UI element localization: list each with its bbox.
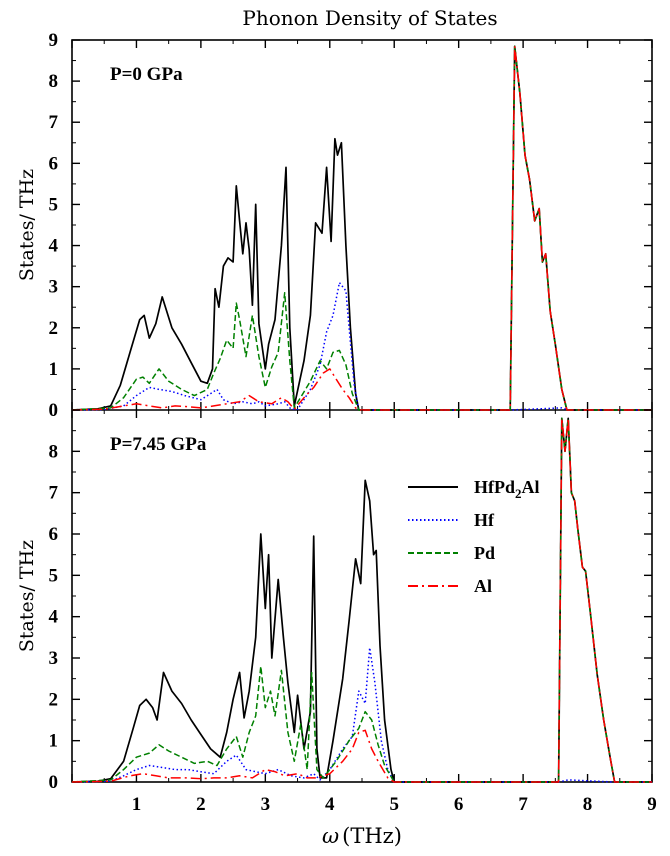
series-line-al [71,417,652,783]
x-tick-label: 1 [132,794,142,815]
y-tick-label: 1 [49,359,59,380]
y-tick-label: 3 [49,648,59,669]
chart-title: Phonon Density of States [242,6,497,30]
x-tick-label: 9 [647,794,657,815]
y-tick-label: 0 [49,772,59,793]
series-line-hfpd2al [71,417,652,783]
legend-label-al: Al [474,576,492,596]
y-tick-label: 7 [49,112,59,133]
legend-label-hfpd2al: HfPd2Al [474,477,540,501]
y-tick-label: 4 [49,607,59,628]
y-tick-label: 6 [49,153,59,174]
y-tick-label: 2 [49,318,59,339]
y-tick-label: 6 [49,524,59,545]
x-axis-unit: (THz) [342,824,402,848]
y-tick-label: 1 [49,731,59,752]
y-tick-label: 7 [49,483,59,504]
panel-pressure-label: P=0 GPa [110,64,183,85]
series-line-hf [71,281,652,411]
y-tick-label: 8 [49,441,59,462]
legend: HfPd2Al Hf Pd Al [408,477,540,596]
x-tick-label: 5 [389,794,399,815]
y-tick-label: 4 [49,236,59,257]
x-axis-label: ω (THz) [322,824,402,848]
y-tick-label: 2 [49,689,59,710]
panel-2: 0 1 2 3 4 5 6 7 8 P=7.45 GPa States/ THz [16,409,653,793]
series-line-al [71,45,652,411]
x-tick-label: 2 [196,794,206,815]
series-line-pd [71,417,652,783]
y-tick-label: 9 [49,30,59,51]
x-tick-label: 4 [325,794,335,815]
series-line-pd [71,45,652,411]
x-tick-label: 3 [261,794,271,815]
y-tick-label: 5 [49,194,59,215]
y-tick-label: 3 [49,277,59,298]
panel-pressure-label: P=7.45 GPa [110,434,207,455]
x-axis-symbol: ω [322,824,339,848]
legend-label-pd: Pd [474,543,495,563]
y-axis-label: States/ THz [16,169,38,281]
y-axis-label: States/ THz [16,540,38,652]
panel-1: 0 1 2 3 4 5 6 7 8 9 P=0 GPa States/ THz [16,30,653,421]
x-tick-label: 6 [454,794,464,815]
series-line-hf [71,646,652,783]
x-tick-label: 7 [518,794,528,815]
x-tick-label: 8 [583,794,593,815]
y-tick-label: 0 [49,400,59,421]
y-tick-label: 5 [49,565,59,586]
plot-panels: 0 1 2 3 4 5 6 7 8 9 P=0 GPa States/ THz 0 1 2 3 4 5 6 7 8 P=7… [16,30,657,815]
y-tick-label: 8 [49,71,59,92]
series-line-hfpd2al [71,45,652,411]
legend-label-hf: Hf [474,510,495,530]
